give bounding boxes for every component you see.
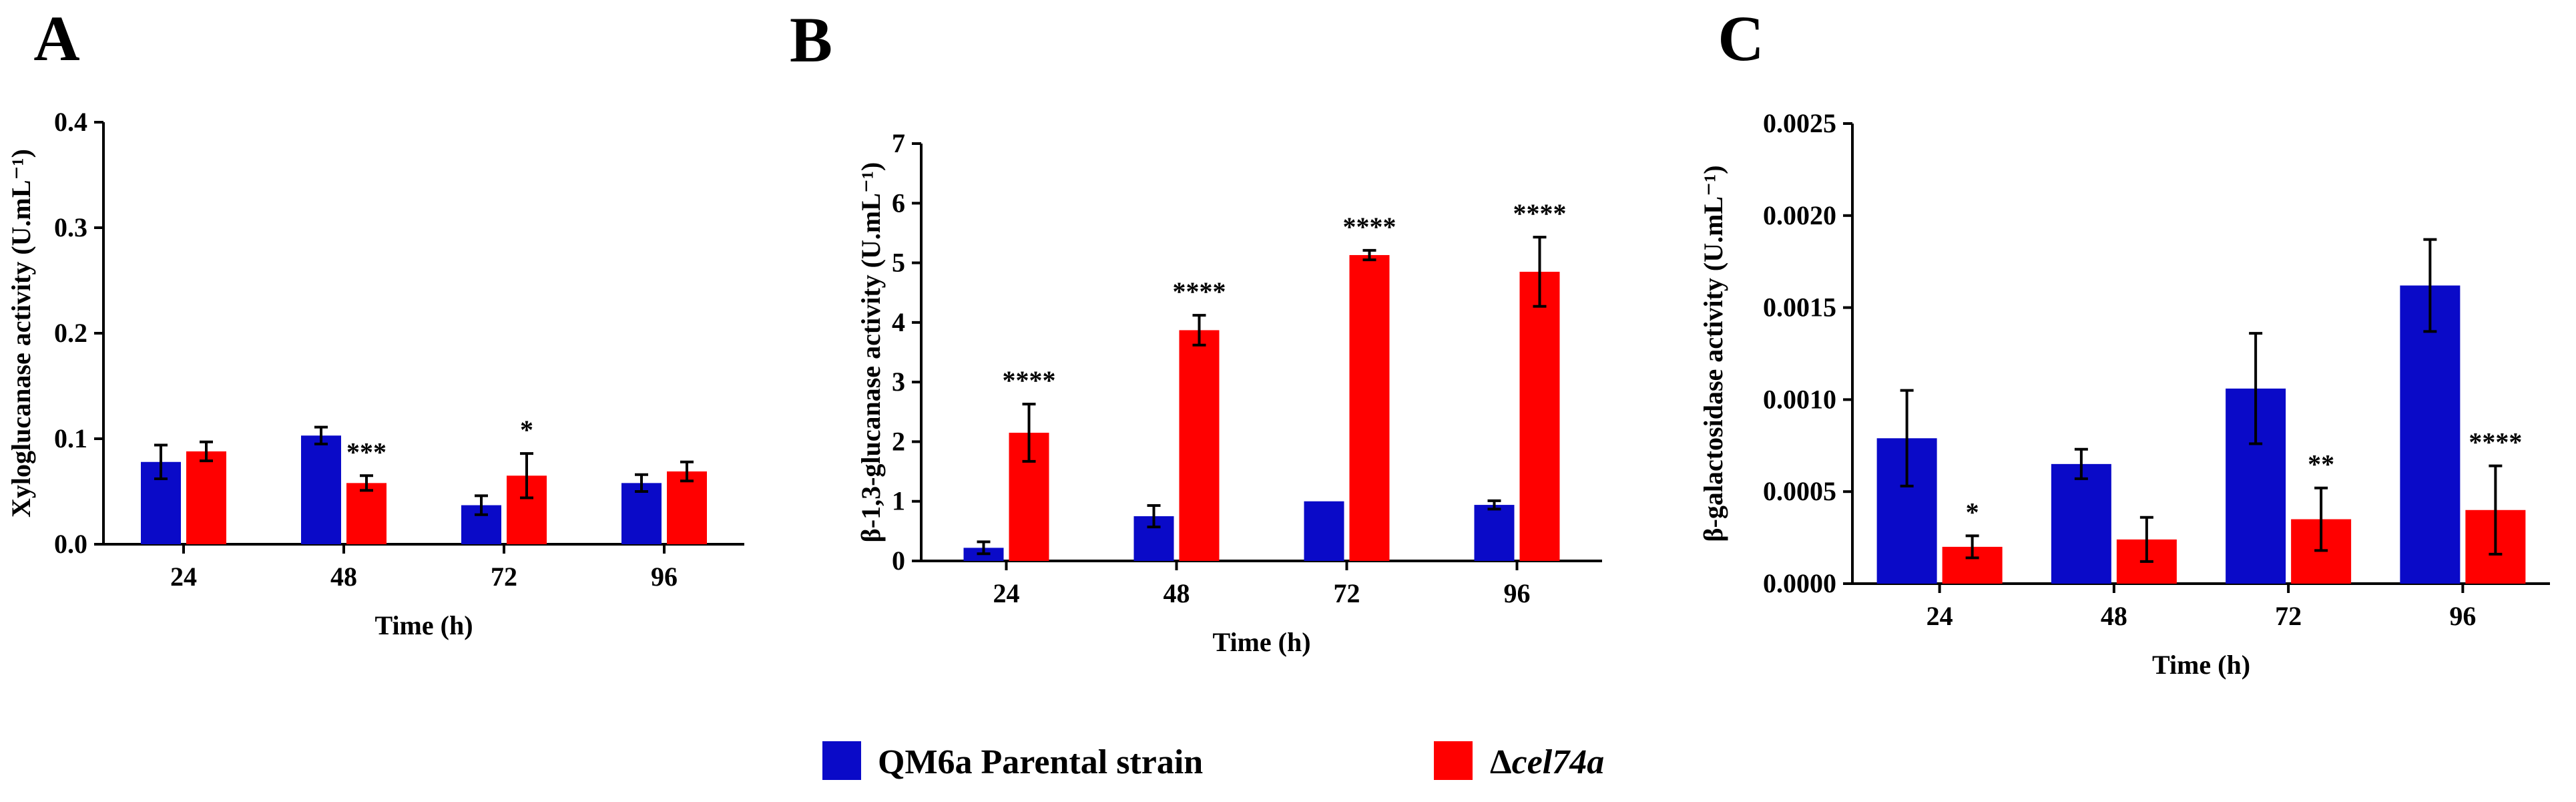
bar-mutant bbox=[346, 483, 387, 544]
significance-marker: **** bbox=[1343, 212, 1396, 242]
y-tick-label: 0.0005 bbox=[1763, 476, 1836, 506]
y-axis-title: Xyloglucanase activity (U.mL⁻¹) bbox=[6, 149, 36, 518]
y-tick-label: 0.4 bbox=[54, 107, 87, 137]
bar-parental bbox=[1304, 501, 1344, 561]
x-axis-title: Time (h) bbox=[2152, 650, 2250, 680]
panel-a: A 0.0 0.1 0.2 0.3 0.4 24 48 72 96 Time (h) Xylogluc… bbox=[6, 3, 744, 640]
x-axis-title: Time (h) bbox=[374, 610, 473, 640]
bar-mutant bbox=[186, 451, 226, 544]
panel-b: B 0 1 2 3 4 5 6 7 24 48 72 96 Time (h) β-1,3-glucanase… bbox=[790, 4, 1602, 657]
bar-parental bbox=[2400, 285, 2461, 584]
y-tick-label: 0.0025 bbox=[1763, 108, 1836, 138]
bar-parental bbox=[621, 483, 662, 544]
panel-letter: C bbox=[1718, 3, 1764, 74]
y-tick-label: 4 bbox=[892, 307, 905, 337]
x-tick-label: 24 bbox=[170, 562, 197, 592]
bar-mutant bbox=[1349, 254, 1390, 561]
y-tick-label: 0.0000 bbox=[1763, 568, 1836, 598]
x-tick-label: 24 bbox=[1926, 601, 1953, 631]
y-tick-label: 5 bbox=[892, 248, 905, 278]
y-tick-label: 0.1 bbox=[54, 423, 87, 453]
x-tick-label: 72 bbox=[1334, 578, 1360, 608]
bar-parental bbox=[1474, 505, 1515, 561]
y-tick-label: 0.0020 bbox=[1763, 200, 1836, 230]
bar-parental bbox=[2051, 463, 2111, 584]
significance-marker: * bbox=[520, 415, 533, 445]
x-tick-label: 96 bbox=[651, 562, 678, 592]
bar-parental bbox=[301, 435, 341, 544]
legend-mutant-name: cel74a bbox=[1512, 743, 1605, 781]
bar-mutant bbox=[1179, 330, 1220, 561]
significance-marker: * bbox=[1966, 497, 1979, 527]
y-tick-label: 0.0010 bbox=[1763, 384, 1836, 414]
x-tick-label: 48 bbox=[2101, 601, 2127, 631]
legend-swatch-mutant bbox=[1434, 741, 1473, 780]
significance-marker: **** bbox=[1173, 276, 1226, 307]
panel-letter: B bbox=[790, 4, 832, 75]
y-tick-label: 0.0 bbox=[54, 529, 87, 559]
y-tick-label: 2 bbox=[892, 426, 905, 456]
x-tick-label: 96 bbox=[2449, 601, 2476, 631]
y-tick-label: 0 bbox=[892, 546, 905, 576]
panel-c: C 0.0000 0.0005 0.0010 0.0015 0.0020 0.0025 24 4… bbox=[1698, 3, 2550, 680]
x-tick-label: 48 bbox=[330, 562, 357, 592]
x-tick-label: 24 bbox=[993, 578, 1020, 608]
bar-mutant bbox=[1519, 271, 1560, 561]
legend-label-parental: QM6a Parental strain bbox=[878, 743, 1203, 781]
legend-delta-symbol: Δ bbox=[1490, 743, 1512, 781]
y-tick-label: 0.0015 bbox=[1763, 292, 1836, 323]
legend-swatch-parental bbox=[822, 741, 861, 780]
x-axis-title: Time (h) bbox=[1212, 627, 1310, 657]
significance-marker: **** bbox=[2469, 427, 2522, 457]
significance-marker: **** bbox=[1003, 365, 1056, 395]
legend-label-mutant: Δcel74a bbox=[1490, 743, 1604, 781]
y-tick-label: 0.3 bbox=[54, 212, 87, 242]
y-axis-title: β-galactosidase activity (U.mL⁻¹) bbox=[1698, 165, 1728, 542]
panel-letter: A bbox=[33, 3, 79, 74]
y-tick-label: 6 bbox=[892, 188, 905, 218]
y-tick-label: 3 bbox=[892, 367, 905, 397]
x-tick-label: 96 bbox=[1504, 578, 1531, 608]
significance-marker: *** bbox=[346, 437, 387, 467]
y-tick-label: 1 bbox=[892, 486, 905, 516]
legend: QM6a Parental strain Δcel74a bbox=[822, 741, 1604, 781]
x-tick-label: 72 bbox=[2275, 601, 2302, 631]
y-axis-title: β-1,3-glucanase activity (U.mL⁻¹) bbox=[856, 162, 886, 543]
y-tick-label: 7 bbox=[892, 128, 905, 158]
x-tick-label: 72 bbox=[491, 562, 517, 592]
bar-mutant bbox=[667, 471, 707, 544]
x-tick-label: 48 bbox=[1164, 578, 1190, 608]
significance-marker: **** bbox=[1513, 198, 1567, 228]
significance-marker: ** bbox=[2308, 449, 2334, 479]
y-tick-label: 0.2 bbox=[54, 318, 87, 348]
